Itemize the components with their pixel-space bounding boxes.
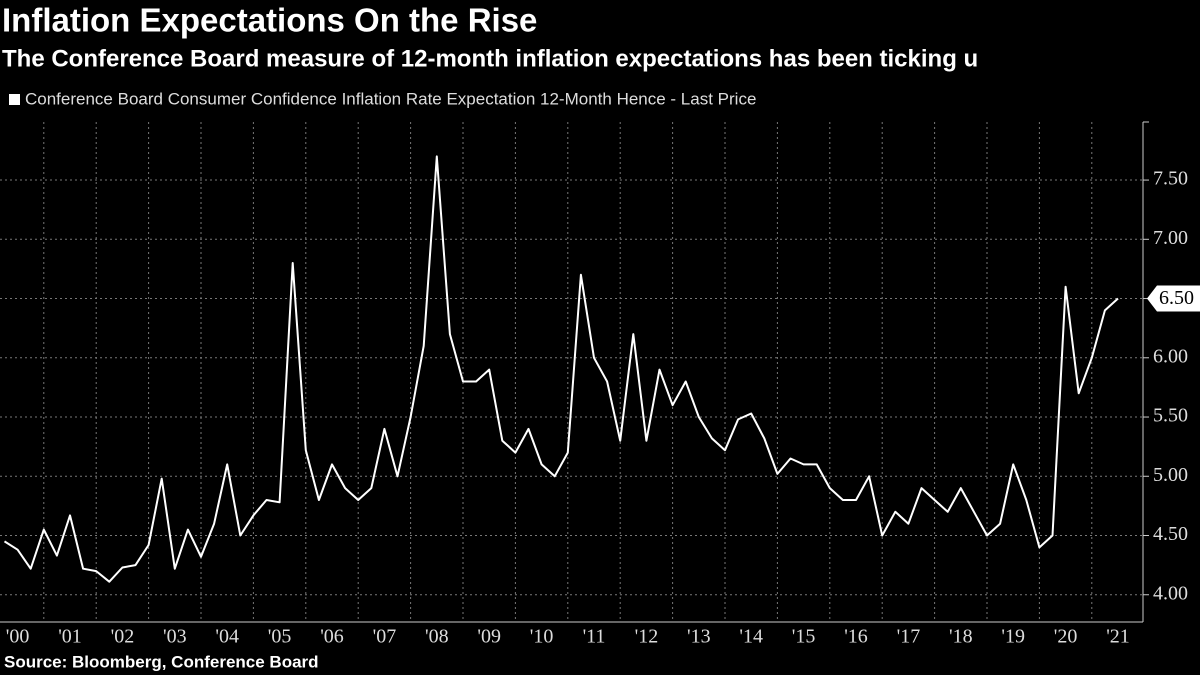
x-tick-label: '07 (373, 626, 397, 648)
series-line (3, 155, 1119, 583)
y-tick-label: 5.50 (1153, 405, 1188, 427)
chart-title: Inflation Expectations On the Rise (2, 2, 537, 39)
x-tick-label: '01 (58, 626, 82, 648)
y-tick-label: 7.50 (1153, 168, 1188, 190)
x-tick-label: '00 (6, 626, 30, 648)
last-price-tag (1147, 285, 1200, 312)
x-tick-label: '06 (320, 626, 344, 648)
source: Source: Bloomberg, Conference Board (4, 652, 319, 671)
x-tick-label: '14 (739, 626, 763, 648)
x-tick-label: '05 (268, 626, 292, 648)
y-tick-label: 7.00 (1153, 227, 1188, 249)
x-tick-label: '16 (844, 626, 868, 648)
legend-swatch (9, 94, 20, 105)
y-tick-label: 4.00 (1153, 582, 1188, 604)
x-tick-label: '12 (635, 626, 659, 648)
x-tick-label: '10 (530, 626, 554, 648)
y-tick-label: 6.00 (1153, 345, 1188, 367)
x-tick-label: '13 (687, 626, 711, 648)
x-tick-label: '11 (583, 626, 606, 648)
x-tick-label: '21 (1106, 626, 1130, 648)
x-tick-label: '09 (477, 626, 501, 648)
legend-label: Conference Board Consumer Confidence Inf… (25, 89, 756, 108)
x-tick-label: '04 (215, 626, 239, 648)
y-tick-label: 4.50 (1153, 523, 1188, 545)
last-price-label: 6.50 (1159, 287, 1194, 309)
x-tick-label: '18 (949, 626, 973, 648)
x-tick-label: '08 (425, 626, 449, 648)
y-tick-label: 5.00 (1153, 464, 1188, 486)
x-tick-label: '20 (1054, 626, 1078, 648)
x-tick-label: '02 (111, 626, 135, 648)
chart-subtitle: The Conference Board measure of 12-month… (2, 45, 978, 72)
x-tick-label: '17 (897, 626, 921, 648)
x-tick-label: '03 (163, 626, 187, 648)
x-tick-label: '19 (1001, 626, 1025, 648)
x-tick-label: '15 (792, 626, 816, 648)
